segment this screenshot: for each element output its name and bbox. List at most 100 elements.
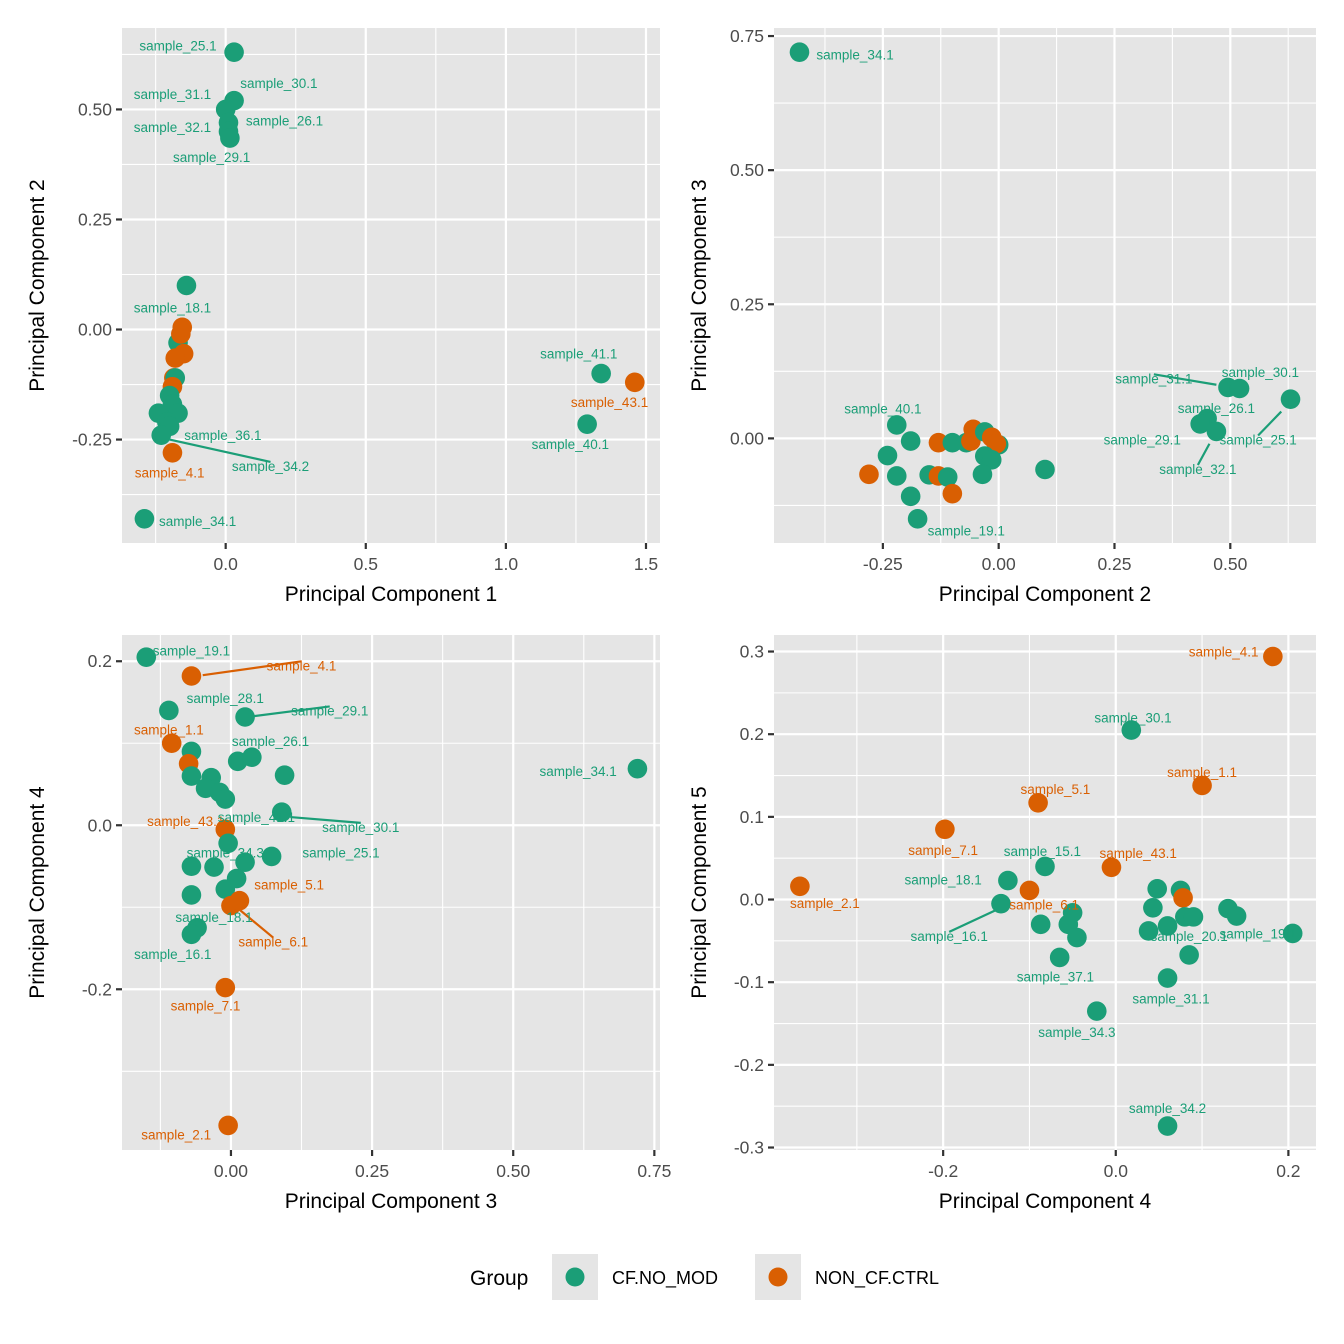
y-tick-label: 0.00 [78,320,112,340]
label-leader-line [253,705,330,718]
data-point-cf-no-mod [886,466,907,486]
point-label: sample_25.1 [139,39,216,54]
y-tick-label: -0.25 [72,430,112,450]
data-point-non-cf-ctrl [986,433,1007,454]
label-leader-line [1257,410,1283,437]
data-point-cf-no-mod [991,893,1011,914]
data-point-cf-no-mod [1179,945,1199,965]
panel-bottom-right: -0.2 0.0 0.2 -0.3 -0.2 -0.1 0.0 0.1 0.2 0.3 Princi… [688,635,1316,1213]
y-tick-label: -0.3 [734,1138,764,1158]
point-label: sample_37.1 [1017,969,1094,984]
data-point-non-cf-ctrl [172,317,193,338]
data-point-non-cf-ctrl [1019,880,1040,901]
point-label: sample_31.1 [1115,371,1192,386]
point-label: sample_31.1 [134,87,211,102]
label-leader-line [169,438,271,464]
point-label: sample_6.1 [1009,897,1079,912]
point-label: sample_16.1 [134,947,211,962]
data-point-non-cf-ctrl [229,890,250,911]
data-point-non-cf-ctrl [1028,793,1048,813]
point-label: sample_16.1 [911,929,988,944]
point-label: sample_26.1 [1178,401,1255,416]
point-label: sample_18.1 [905,873,982,888]
data-point-cf-no-mod [224,42,244,63]
data-point-cf-no-mod [789,42,810,62]
x-tick-label: 0.50 [1213,554,1247,574]
point-label: sample_5.1 [254,877,324,892]
data-point-cf-no-mod [159,700,179,721]
data-point-cf-no-mod [1121,720,1142,740]
data-point-cf-no-mod [1030,914,1051,935]
point-label: sample_34.2 [1129,1101,1206,1116]
data-point-non-cf-ctrl [1101,857,1122,878]
data-point-cf-no-mod [577,414,597,434]
x-tick-label: 0.50 [496,1161,530,1181]
data-point-cf-no-mod [1206,421,1227,442]
data-point-non-cf-ctrl [181,666,202,686]
point-label: sample_19.1 [153,644,230,659]
data-point-cf-no-mod [235,852,255,872]
y-tick-label: -0.2 [82,979,112,999]
point-label: sample_40.1 [532,437,609,452]
data-point-cf-no-mod [1035,856,1055,877]
point-label: sample_30.1 [1222,365,1299,380]
plot-background [122,28,660,543]
data-point-cf-no-mod [181,766,202,786]
plot-background [122,635,660,1150]
y-tick-label: 0.00 [730,428,764,448]
data-point-cf-no-mod [900,431,921,451]
plot-background [774,635,1316,1150]
point-label: sample_1.1 [1167,765,1237,780]
label-leader-line [948,906,1002,933]
point-label: sample_4.1 [1189,645,1259,660]
data-point-cf-no-mod [271,802,292,822]
data-point-cf-no-mod [204,857,224,877]
point-label: sample_29.1 [1104,432,1181,447]
point-label: sample_20.1 [1150,929,1227,944]
point-label: sample_34.2 [232,459,309,474]
y-tick-label: 0.0 [740,890,765,910]
data-point-cf-no-mod [1157,916,1178,936]
point-label: sample_43.1 [571,395,648,410]
legend-symbol-non-cf-ctrl [768,1267,788,1287]
x-tick-label: 1.5 [634,554,658,574]
data-point-cf-no-mod [235,707,255,727]
data-point-cf-no-mod [886,415,907,435]
y-tick-label: 0.50 [730,160,764,180]
point-label: sample_30.1 [240,76,317,91]
data-point-cf-no-mod [1226,906,1247,926]
data-point-non-cf-ctrl [161,733,182,754]
data-point-cf-no-mod [1282,923,1303,944]
data-point-cf-no-mod [1147,878,1167,899]
point-label: sample_40.1 [844,401,921,416]
x-tick-label: 0.00 [982,554,1016,574]
point-label: sample_31.1 [1132,992,1209,1007]
y-tick-label: 0.2 [88,651,112,671]
panel-top-left: 0.0 0.5 1.0 1.5 -0.25 0.00 0.25 0.50 Principal C… [26,28,660,606]
data-point-cf-no-mod [1138,921,1159,941]
data-point-cf-no-mod [176,275,197,296]
x-tick-label: 0.0 [1104,1161,1129,1181]
data-point-cf-no-mod [261,846,282,867]
data-point-cf-no-mod [136,647,157,667]
point-label: sample_26.1 [246,113,323,128]
point-label: sample_34.1 [159,514,236,529]
plot-background [774,28,1316,543]
point-label: sample_19.1 [928,524,1005,539]
legend-label-non-cf-ctrl: NON_CF.CTRL [815,1268,939,1289]
point-label: sample_18.1 [134,301,211,316]
data-point-cf-no-mod [937,467,958,487]
label-leader-line [290,815,361,824]
data-point-cf-no-mod [215,789,236,809]
y-axis-title: Principal Component 2 [26,179,49,391]
data-point-cf-no-mod [981,450,1002,470]
point-label: sample_18.1 [175,910,252,925]
point-label: sample_41.1 [218,810,295,825]
data-point-cf-no-mod [1143,897,1163,918]
data-point-non-cf-ctrl [935,819,955,840]
point-label: sample_7.1 [171,999,241,1014]
data-point-cf-no-mod [1049,947,1070,968]
point-label: sample_30.1 [1094,711,1171,726]
point-label: sample_2.1 [790,896,860,911]
panel-bottom-left: 0.00 0.25 0.50 0.75 -0.2 0.0 0.2 Principal Comp… [26,635,671,1213]
